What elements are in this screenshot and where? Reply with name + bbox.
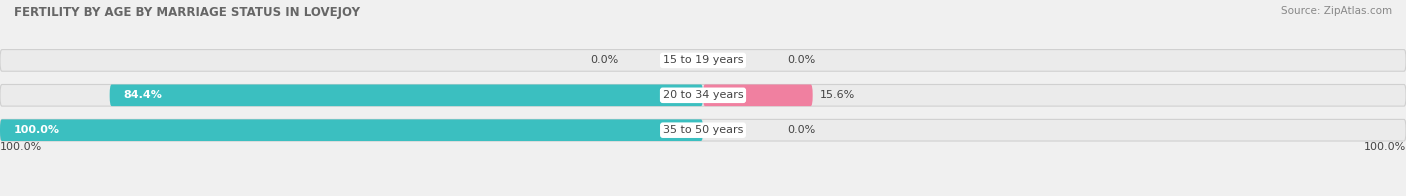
Text: 0.0%: 0.0% [787,55,815,65]
Text: 15.6%: 15.6% [820,90,855,100]
Text: 35 to 50 years: 35 to 50 years [662,125,744,135]
Text: 100.0%: 100.0% [1364,142,1406,152]
Text: 100.0%: 100.0% [14,125,60,135]
FancyBboxPatch shape [0,119,703,141]
Text: 0.0%: 0.0% [591,55,619,65]
Legend: Married, Unmarried: Married, Unmarried [628,193,778,196]
Text: 84.4%: 84.4% [124,90,163,100]
FancyBboxPatch shape [0,50,1406,71]
Text: 15 to 19 years: 15 to 19 years [662,55,744,65]
FancyBboxPatch shape [0,119,1406,141]
Text: Source: ZipAtlas.com: Source: ZipAtlas.com [1281,6,1392,16]
FancyBboxPatch shape [703,84,813,106]
Text: 20 to 34 years: 20 to 34 years [662,90,744,100]
Text: 100.0%: 100.0% [0,142,42,152]
Text: FERTILITY BY AGE BY MARRIAGE STATUS IN LOVEJOY: FERTILITY BY AGE BY MARRIAGE STATUS IN L… [14,6,360,19]
Text: 0.0%: 0.0% [787,125,815,135]
FancyBboxPatch shape [110,84,703,106]
FancyBboxPatch shape [0,84,1406,106]
